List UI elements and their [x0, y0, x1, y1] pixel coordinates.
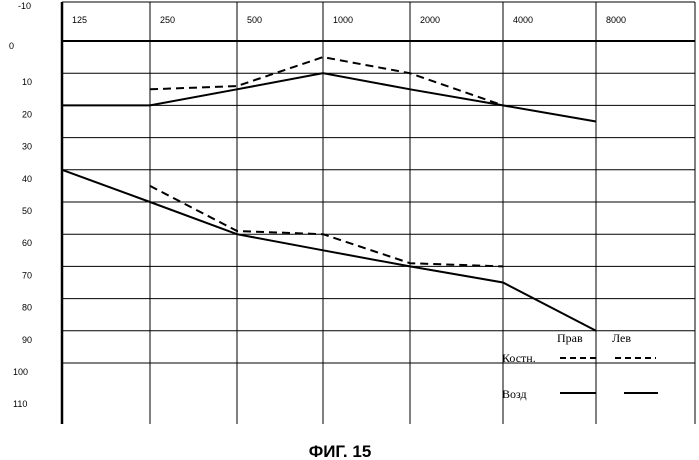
- y-tick-label: 0: [9, 41, 14, 51]
- x-tick-label: 2000: [420, 15, 440, 25]
- series-dashed-line: [150, 57, 503, 105]
- legend: Прав Лев Костн. Возд: [502, 331, 658, 401]
- y-tick-label: 10: [22, 77, 32, 87]
- series-dashed-line: [150, 186, 503, 267]
- data-series: [62, 57, 596, 331]
- y-tick-label: 40: [22, 174, 32, 184]
- grid-lines: [62, 2, 695, 424]
- y-tick-label: 70: [22, 270, 32, 280]
- y-tick-label: -10: [18, 1, 31, 11]
- y-tick-label: 30: [22, 142, 32, 152]
- y-tick-label: 110: [13, 399, 27, 409]
- y-tick-label: 60: [22, 238, 32, 248]
- y-tick-labels: -10 0 10 20 30 40 50 60 70 80 90 100 110: [9, 1, 32, 409]
- y-tick-label: 100: [13, 367, 28, 377]
- x-tick-label: 250: [160, 15, 175, 25]
- y-tick-label: 50: [22, 206, 32, 216]
- x-tick-label: 8000: [606, 15, 626, 25]
- legend-left-header: Лев: [612, 331, 631, 345]
- legend-right-header: Прав: [557, 331, 583, 345]
- x-tick-label: 4000: [513, 15, 533, 25]
- series-solid-line: [62, 170, 596, 331]
- figure-caption: ФИГ. 15: [309, 442, 372, 460]
- x-tick-label: 500: [247, 15, 262, 25]
- series-solid-line: [62, 73, 596, 121]
- legend-air-label: Возд: [502, 387, 527, 401]
- legend-bone-label: Костн.: [502, 351, 536, 365]
- x-tick-labels: 125 250 500 1000 2000 4000 8000: [72, 15, 626, 25]
- y-tick-label: 20: [22, 109, 32, 119]
- y-tick-label: 80: [22, 303, 32, 313]
- x-tick-label: 125: [72, 15, 87, 25]
- x-tick-label: 1000: [333, 15, 353, 25]
- y-tick-label: 90: [22, 335, 32, 345]
